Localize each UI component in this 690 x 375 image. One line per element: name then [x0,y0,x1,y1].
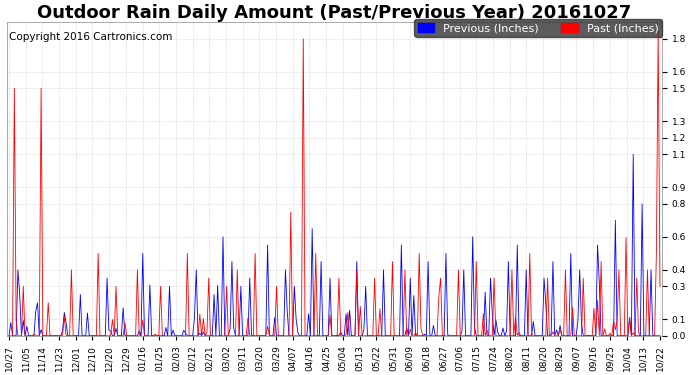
Previous (Inches) [69,333,77,338]
Previous (Inches) [139,251,147,256]
Previous (Inches) [629,152,638,157]
Previous (Inches) [356,333,364,338]
Previous (Inches) [656,333,664,338]
Title: Outdoor Rain Daily Amount (Past/Previous Year) 20161027: Outdoor Rain Daily Amount (Past/Previous… [37,4,631,22]
Past (Inches) [115,333,124,338]
Past (Inches) [69,333,77,338]
Past (Inches) [654,28,662,33]
Previous (Inches) [486,276,495,280]
Previous (Inches) [451,333,459,338]
Past (Inches) [486,333,495,338]
Line: Previous (Inches): Previous (Inches) [9,154,660,336]
Previous (Inches) [115,333,124,338]
Past (Inches) [5,333,13,338]
Text: Copyright 2016 Cartronics.com: Copyright 2016 Cartronics.com [8,32,172,42]
Previous (Inches) [5,333,13,338]
Past (Inches) [356,304,364,309]
Past (Inches) [139,318,147,322]
Past (Inches) [656,284,664,288]
Past (Inches) [451,333,459,338]
Line: Past (Inches): Past (Inches) [9,31,660,336]
Legend: Previous (Inches), Past (Inches): Previous (Inches), Past (Inches) [415,19,662,37]
